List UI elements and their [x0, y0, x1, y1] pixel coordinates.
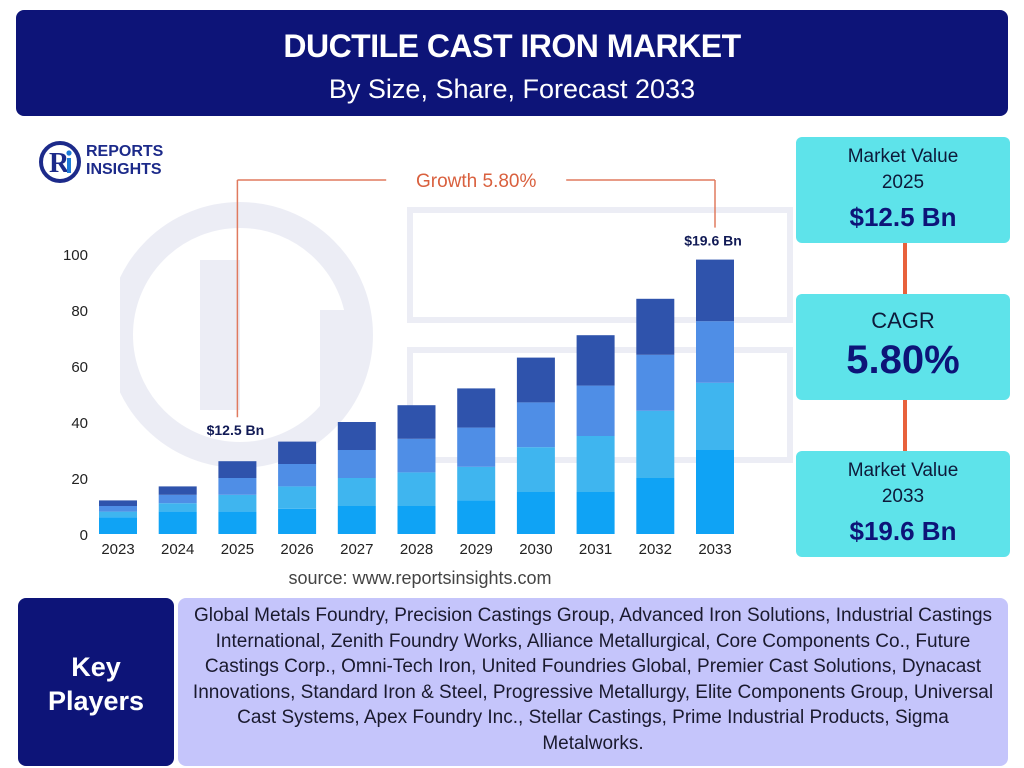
- bar-segment: [218, 494, 257, 512]
- bar-segment: [457, 466, 496, 501]
- page-title: DUCTILE CAST IRON MARKET: [283, 28, 741, 64]
- bar-segment: [636, 410, 675, 478]
- bar-segment: [397, 438, 436, 473]
- bar-segment: [576, 492, 615, 534]
- bar-segment: [457, 388, 496, 428]
- market-value-2025-card: Market Value 2025 $12.5 Bn: [796, 137, 1010, 243]
- x-tick-label: 2031: [579, 541, 612, 558]
- bar-segment: [99, 500, 137, 506]
- market-value-2033-card: Market Value 2033 $19.6 Bn: [796, 451, 1010, 557]
- bar-segment: [99, 511, 137, 518]
- x-tick-label: 2028: [400, 541, 433, 558]
- logo-mark-icon: R: [39, 141, 81, 183]
- bar-segment: [337, 506, 376, 534]
- key-players-list: Global Metals Foundry, Precision Casting…: [178, 598, 1008, 766]
- card-connector-top: [903, 243, 907, 294]
- bar-segment: [576, 335, 615, 386]
- reports-insights-logo: R REPORTS INSIGHTS: [38, 138, 198, 186]
- x-tick-label: 2032: [639, 541, 672, 558]
- market-value-2025: $12.5 Bn: [849, 202, 957, 232]
- source-text: source: www.reportsinsights.com: [288, 568, 552, 588]
- bar-segment: [696, 259, 734, 322]
- growth-label: Growth 5.80%: [416, 171, 536, 192]
- bar-segment: [636, 478, 675, 534]
- bar-segment: [278, 441, 317, 464]
- logo-text: REPORTS INSIGHTS: [86, 143, 163, 179]
- bar-segment: [278, 508, 317, 534]
- svg-text:R: R: [49, 148, 70, 179]
- bar-segment: [158, 486, 197, 495]
- market-value-2025-label-line1: Market Value: [847, 146, 959, 167]
- y-tick-label: 100: [63, 247, 88, 264]
- key-players-label-line2: Players: [47, 686, 145, 716]
- bar-segment: [158, 503, 197, 512]
- x-tick-label: 2030: [519, 541, 552, 558]
- bar-segment: [397, 472, 436, 506]
- end-value-label: $19.6 Bn: [684, 233, 742, 249]
- page-subtitle: By Size, Share, Forecast 2033: [328, 74, 696, 104]
- bar-segment: [516, 447, 555, 492]
- bar-segment: [337, 478, 376, 506]
- bar-segment: [218, 511, 257, 534]
- bar-segment: [696, 321, 734, 383]
- bar-segment: [337, 422, 376, 450]
- key-players-label: Key Players: [18, 650, 174, 718]
- bar-segment: [516, 357, 555, 403]
- logo-line-2: INSIGHTS: [86, 161, 162, 178]
- key-players-label-box: Key Players: [18, 598, 174, 766]
- key-players-label-line1: Key: [71, 652, 121, 682]
- bar-segment: [696, 450, 734, 534]
- bar-segment: [457, 500, 496, 534]
- cagr-label: CAGR: [871, 308, 935, 333]
- y-tick-label: 80: [71, 303, 88, 320]
- bar-segment: [636, 298, 675, 355]
- bar-segment: [99, 506, 137, 512]
- x-tick-label: 2026: [280, 541, 313, 558]
- x-tick-label: 2025: [221, 541, 254, 558]
- y-tick-label: 20: [71, 471, 88, 488]
- market-value-2033-label-line1: Market Value: [847, 460, 959, 481]
- market-bar-chart: 0 20 40 60 80 100 2023 2024 2025 2026 2027 2028 2029…: [50, 160, 780, 570]
- bar-segment: [397, 506, 436, 534]
- bar-segment: [158, 494, 197, 504]
- x-tick-label: 2029: [460, 541, 493, 558]
- y-tick-label: 60: [71, 359, 88, 376]
- logo-line-1: REPORTS: [86, 143, 164, 160]
- x-tick-label: 2027: [340, 541, 373, 558]
- x-tick-label: 2033: [698, 541, 731, 558]
- market-value-2025-label-line2: 2025: [881, 172, 925, 193]
- x-tick-label: 2023: [101, 541, 134, 558]
- card-connector-bottom: [903, 400, 907, 451]
- chart-svg: 0 20 40 60 80 100 2023 2024 2025 2026 2027 2028 2029…: [63, 171, 742, 558]
- bar-segment: [337, 450, 376, 478]
- bar-segment: [158, 511, 197, 534]
- bar-segment: [516, 402, 555, 448]
- market-value-2025-label: Market Value 2025: [796, 137, 1010, 196]
- bar-segment: [278, 464, 317, 487]
- header-banner: DUCTILE CAST IRON MARKET By Size, Share,…: [16, 10, 1008, 116]
- start-value-label: $12.5 Bn: [207, 422, 265, 438]
- x-tick-label: 2024: [161, 541, 194, 558]
- y-tick-label: 0: [80, 527, 88, 544]
- cagr-card: CAGR 5.80%: [796, 294, 1010, 400]
- bar-segment: [576, 436, 615, 492]
- y-tick-label: 40: [71, 415, 88, 432]
- bar-segment: [99, 517, 137, 534]
- bar-segment: [457, 427, 496, 467]
- bar-segment: [696, 382, 734, 450]
- market-value-2033-label-line2: 2033: [881, 486, 925, 507]
- bar-segment: [397, 405, 436, 439]
- bar-segment: [218, 461, 257, 478]
- cagr-value: 5.80%: [846, 338, 960, 382]
- bar-segment: [516, 492, 555, 534]
- market-value-2033-label: Market Value 2033: [796, 451, 1010, 510]
- market-value-2033: $19.6 Bn: [849, 516, 957, 546]
- bar-segment: [278, 486, 317, 509]
- bar-segment: [218, 478, 257, 495]
- bar-segment: [636, 354, 675, 411]
- bar-segment: [576, 385, 615, 436]
